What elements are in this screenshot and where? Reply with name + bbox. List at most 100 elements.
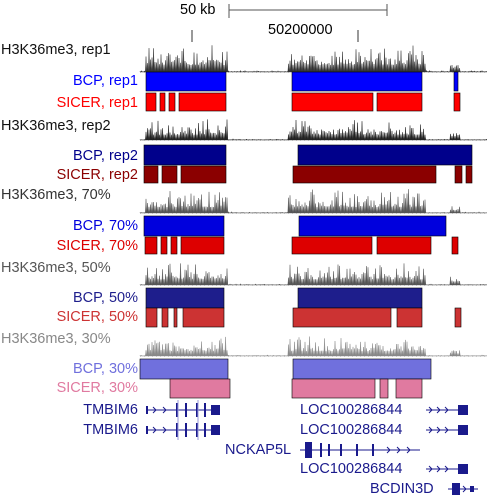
peak-5-3 (292, 165, 437, 184)
gene-label-nckap5l: NCKAP5L (225, 442, 292, 458)
gene-nckap5l-exon-0 (305, 442, 312, 458)
track-label-bcp-30: BCP, 30% (72, 361, 138, 377)
gene-nckap5l-arrow-2 (406, 446, 411, 454)
peak-8-6 (451, 236, 459, 255)
peak-2-0 (145, 92, 157, 112)
peak-11-4 (292, 307, 392, 328)
peak-5-1 (161, 165, 178, 184)
peak-2-5 (376, 92, 423, 112)
gene-tmbim6-2-exon-3 (196, 423, 198, 437)
gene-nckap5l-exon-4 (356, 444, 358, 456)
peak-8-2 (170, 236, 178, 255)
gene-bcdin3d-arrow-0 (462, 485, 467, 493)
gene-nckap5l-exon-2 (328, 444, 330, 456)
peak-13-1 (292, 358, 432, 380)
track-label-signal-30: H3K36me3, 30% (1, 331, 111, 347)
track-label-signal-rep1: H3K36me3, rep1 (1, 42, 111, 58)
peak-13-0 (139, 358, 229, 380)
peak-2-2 (168, 92, 176, 112)
gene-label-loc100286844-1: LOC100286844 (300, 402, 403, 418)
coordinate-label: 50200000 (268, 22, 333, 38)
peak-1-0 (145, 71, 227, 92)
gene-tmbim6-2-exon-2 (185, 423, 187, 437)
track-label-bcp-70: BCP, 70% (72, 218, 138, 234)
peak-5-5 (465, 165, 473, 184)
track-label-sicer-50: SICER, 50% (56, 309, 138, 325)
signal-track-9 (139, 263, 487, 286)
gene-tmbim6-1-exon-0 (146, 406, 148, 414)
track-label-signal-50: H3K36me3, 50% (1, 260, 111, 276)
gene-label-tmbim6-2: TMBIM6 (83, 422, 138, 438)
signal-track-12 (139, 336, 487, 357)
gene-tmbim6-2-exon-0 (146, 426, 148, 434)
gene-label-loc100286844-2: LOC100286844 (300, 422, 403, 438)
gene-label-tmbim6-1: TMBIM6 (83, 402, 138, 418)
gene-bcdin3d-exon-1 (470, 486, 474, 492)
peak-5-4 (454, 165, 463, 184)
gene-loc-3-arrow-0 (428, 465, 433, 473)
peak-8-5 (376, 236, 432, 255)
track-label-bcp-rep2: BCP, rep2 (72, 148, 138, 164)
peak-7-0 (143, 215, 225, 237)
peak-7-1 (298, 215, 447, 237)
gene-loc-1-arrow-1 (436, 406, 441, 414)
gene-tmbim6-1-arrow-0 (152, 406, 157, 414)
peak-11-2 (173, 307, 178, 328)
peak-2-3 (178, 92, 227, 112)
gene-loc-2-arrow-1 (436, 426, 441, 434)
track-label-bcp-50: BCP, 50% (72, 290, 138, 306)
peak-14-2 (379, 378, 389, 399)
gene-tmbim6-1-exon-4 (204, 403, 206, 417)
gene-loc-3-arrow-2 (444, 465, 449, 473)
gene-tmbim6-1-exon-1 (176, 403, 178, 417)
peak-5-0 (143, 165, 159, 184)
gene-label-loc100286844-3: LOC100286844 (300, 461, 403, 477)
gene-tmbim6-2-arrow-0 (152, 426, 157, 434)
gene-nckap5l-exon-1 (320, 443, 322, 457)
gene-loc-1-arrow-2 (444, 406, 449, 414)
peak-11-5 (396, 307, 423, 328)
signal-track-3 (139, 119, 487, 141)
gene-tmbim6-2-exon-4 (204, 423, 206, 437)
peak-14-3 (395, 378, 423, 399)
signal-track-6 (139, 189, 487, 214)
peak-2-4 (291, 92, 374, 112)
peak-14-1 (291, 378, 376, 399)
track-label-sicer-30: SICER, 30% (56, 380, 138, 396)
gene-tmbim6-2-arrow-1 (162, 426, 167, 434)
gene-tmbim6-1-arrow-1 (162, 406, 167, 414)
track-label-signal-rep2: H3K36me3, rep2 (1, 118, 111, 134)
track-label-sicer-70: SICER, 70% (56, 238, 138, 254)
gene-tmbim6-1-exon-2 (185, 403, 187, 417)
gene-tmbim6-2-exon-5 (211, 425, 220, 435)
peak-4-0 (143, 144, 227, 166)
peak-4-1 (297, 144, 473, 166)
peak-11-6 (454, 307, 462, 328)
peak-11-0 (145, 307, 158, 328)
gene-nckap5l-exon-3 (340, 444, 342, 456)
gene-bcdin3d-exon-0 (452, 483, 460, 495)
track-label-sicer-rep1: SICER, rep1 (56, 95, 138, 111)
peak-8-4 (291, 236, 373, 255)
signal-track-0 (139, 45, 487, 73)
gene-nckap5l-arrow-0 (386, 446, 391, 454)
peak-8-0 (144, 236, 158, 255)
peak-10-0 (145, 287, 225, 309)
track-label-sicer-rep2: SICER, rep2 (56, 167, 138, 183)
peak-14-0 (169, 378, 231, 399)
gene-loc-2-arrow-0 (428, 426, 433, 434)
track-label-signal-70: H3K36me3, 70% (1, 187, 111, 203)
gene-loc-3-exon-0 (458, 464, 468, 474)
gene-tmbim6-2-exon-1 (176, 423, 178, 437)
peak-8-3 (180, 236, 225, 255)
gene-loc-3-arrow-1 (436, 465, 441, 473)
gene-loc-1-arrow-0 (428, 406, 433, 414)
gene-loc-2-arrow-2 (444, 426, 449, 434)
gene-label-bcdin3d: BCDIN3D (370, 481, 434, 497)
gene-nckap5l-arrow-1 (396, 446, 401, 454)
peak-10-1 (297, 287, 423, 309)
peak-11-1 (161, 307, 169, 328)
peak-2-1 (159, 92, 166, 112)
peak-11-3 (182, 307, 225, 328)
